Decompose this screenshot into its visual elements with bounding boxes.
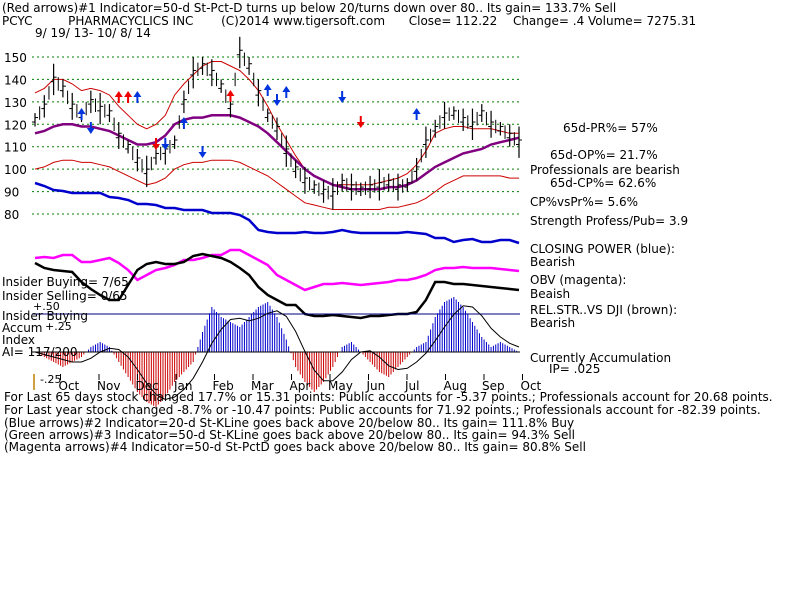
signal-arrows bbox=[77, 84, 421, 158]
ytick-120: 120 bbox=[4, 118, 27, 132]
date-range: 9/ 19/ 13- 10/ 8/ 14 bbox=[35, 26, 151, 40]
month-label-nov: Nov bbox=[97, 379, 120, 393]
month-label-jun: Jun bbox=[366, 379, 386, 393]
closing-power-state: Bearish bbox=[530, 255, 576, 269]
cp-label: 65d-CP%= 62.6% bbox=[550, 176, 657, 190]
price-gridlines bbox=[32, 56, 520, 215]
obv-state: Beaish bbox=[530, 287, 571, 301]
strength-label: Strength Profess/Pub= 3.9 bbox=[530, 214, 689, 228]
ytick-80: 80 bbox=[4, 208, 19, 222]
blue-up-arrow-icon bbox=[133, 91, 142, 103]
insider-selling: Insider Selling= 0/65 bbox=[2, 289, 128, 303]
month-label-jan: Jan bbox=[173, 379, 193, 393]
blue-up-arrow-icon bbox=[77, 108, 86, 120]
ytick-150: 150 bbox=[4, 51, 27, 65]
ytick-90: 90 bbox=[4, 186, 19, 200]
pr-label: 65d-PR%= 57% bbox=[563, 121, 658, 135]
blue-up-arrow-icon bbox=[282, 86, 291, 98]
accum-scale-top: +.50 bbox=[33, 300, 60, 313]
footer-line2: For Last year stock changed -8.7% or -10… bbox=[4, 403, 761, 417]
accumulation-label: Currently Accumulation bbox=[530, 351, 672, 365]
relstr-state: Bearish bbox=[530, 316, 576, 330]
closing-power-label: CLOSING POWER (blue): bbox=[530, 242, 675, 256]
accum-label: Accum bbox=[2, 321, 43, 335]
lower-band-line bbox=[34, 159, 519, 210]
obv-label: OBV (magenta): bbox=[530, 273, 627, 287]
ip-label: IP= .025 bbox=[549, 362, 601, 376]
ytick-130: 130 bbox=[4, 96, 27, 110]
month-label-oct: Oct bbox=[521, 379, 542, 393]
month-label-may: May bbox=[328, 379, 353, 393]
ticker: PCYC bbox=[2, 14, 33, 28]
cpvspr-label: CP%vsPr%= 5.6% bbox=[530, 195, 639, 209]
blue-down-arrow-icon bbox=[161, 138, 170, 150]
copyright: (C)2014 www.tigersoft.com bbox=[221, 14, 386, 28]
index-label: Index bbox=[2, 333, 36, 347]
relstr-label: REL.STR..VS DJI (brown): bbox=[530, 303, 678, 317]
ytick-140: 140 bbox=[4, 73, 27, 87]
obv-line bbox=[34, 248, 520, 292]
header-line2: PCYC PHARMACYCLICS INC (C)2014 www.tiger… bbox=[2, 15, 696, 28]
red-up-arrow-icon bbox=[124, 91, 133, 103]
ytick-100: 100 bbox=[4, 163, 27, 177]
op-label: 65d-OP%= 21.7% bbox=[550, 148, 658, 162]
relstr-line bbox=[34, 252, 520, 320]
footer-line1: For Last 65 days stock changed 17.7% or … bbox=[4, 390, 773, 404]
ytick-110: 110 bbox=[4, 141, 27, 155]
month-label-oct: Oct bbox=[59, 379, 80, 393]
month-axis: Oct Nov Dec Jan Feb Mar Apr May Jun Jul Aug Sep Oct bbox=[59, 374, 542, 393]
accumulation-index bbox=[32, 297, 520, 407]
month-label-sep: Sep bbox=[482, 379, 505, 393]
ai-label: AI= 117/200 bbox=[2, 345, 78, 359]
accum-scale-bottom: -.25 bbox=[40, 373, 62, 386]
company: PHARMACYCLICS INC bbox=[68, 14, 194, 28]
month-label-mar: Mar bbox=[251, 379, 274, 393]
indicator-lines bbox=[34, 181, 520, 320]
header-line1: (Red arrows)#1 Indicator=50-d St-Pct-D t… bbox=[2, 1, 617, 15]
red-up-arrow-icon bbox=[114, 91, 123, 103]
month-label-aug: Aug bbox=[444, 379, 467, 393]
insider-buying-2: Insider Buying bbox=[2, 309, 88, 323]
red-up-arrow-icon bbox=[226, 90, 235, 102]
accum-scale-mid: +.25 bbox=[45, 320, 72, 333]
blue-down-arrow-icon bbox=[273, 94, 281, 106]
change-value: Change= .4 bbox=[512, 14, 585, 28]
professionals-bearish: Professionals are bearish bbox=[530, 163, 680, 177]
closing-power-line bbox=[34, 181, 520, 245]
price-bars bbox=[32, 36, 522, 210]
footer-line4: (Green arrows)#3 Indicator=50-d St-KLine… bbox=[4, 428, 576, 442]
moving-average-line bbox=[34, 114, 520, 191]
price-axis-ticks: 150 140 130 120 110 100 90 80 bbox=[4, 51, 27, 222]
red-down-arrow-icon bbox=[356, 116, 365, 128]
blue-down-arrow-icon bbox=[198, 146, 207, 158]
month-label-dec: Dec bbox=[136, 379, 159, 393]
blue-up-arrow-icon bbox=[263, 84, 272, 96]
footer-line3: (Blue arrows)#2 Indicator=20-d St-KLine … bbox=[4, 416, 575, 430]
blue-up-arrow-icon bbox=[179, 117, 188, 129]
volume-value: Volume= 7275.31 bbox=[588, 14, 697, 28]
close-value: Close= 112.22 bbox=[408, 14, 498, 28]
accum-average-line bbox=[34, 305, 520, 401]
footer-line5: (Magenta arrows)#4 Indicator=50-d St-Pct… bbox=[4, 440, 586, 454]
insider-buying: Insider Buying= 7/65 bbox=[2, 275, 129, 289]
month-label-apr: Apr bbox=[290, 379, 311, 393]
month-label-jul: Jul bbox=[404, 379, 419, 393]
blue-down-arrow-icon bbox=[338, 91, 347, 103]
red-down-arrow-icon bbox=[152, 138, 160, 150]
blue-down-arrow-icon bbox=[86, 122, 95, 134]
month-label-feb: Feb bbox=[213, 379, 234, 393]
blue-up-arrow-icon bbox=[412, 108, 421, 120]
